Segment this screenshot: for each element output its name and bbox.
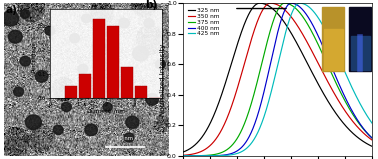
375 nm bbox=[332, 78, 336, 80]
350 nm bbox=[268, 2, 273, 4]
400 nm bbox=[181, 155, 185, 157]
Circle shape bbox=[82, 14, 91, 23]
425 nm bbox=[181, 155, 185, 157]
Circle shape bbox=[155, 60, 165, 69]
350 nm bbox=[200, 150, 204, 152]
Circle shape bbox=[146, 93, 158, 105]
400 nm bbox=[311, 25, 315, 27]
400 nm bbox=[328, 64, 333, 66]
425 nm bbox=[370, 123, 375, 124]
Text: 10 nm: 10 nm bbox=[116, 136, 133, 141]
325 nm bbox=[328, 105, 333, 107]
Circle shape bbox=[20, 56, 31, 66]
350 nm bbox=[181, 154, 185, 156]
375 nm bbox=[181, 155, 185, 157]
Circle shape bbox=[45, 26, 55, 35]
350 nm bbox=[264, 4, 268, 6]
325 nm bbox=[257, 2, 262, 4]
Y-axis label: Normalized Intensity: Normalized Intensity bbox=[160, 43, 166, 116]
Circle shape bbox=[62, 102, 71, 112]
425 nm bbox=[311, 10, 315, 12]
425 nm bbox=[332, 47, 336, 49]
Circle shape bbox=[103, 103, 112, 111]
425 nm bbox=[200, 155, 204, 157]
Circle shape bbox=[93, 40, 105, 52]
Circle shape bbox=[14, 87, 23, 96]
Circle shape bbox=[53, 125, 63, 135]
Legend: 325 nm, 350 nm, 375 nm, 400 nm, 425 nm: 325 nm, 350 nm, 375 nm, 400 nm, 425 nm bbox=[187, 8, 220, 37]
325 nm bbox=[181, 151, 185, 153]
325 nm bbox=[311, 73, 315, 75]
Circle shape bbox=[36, 71, 48, 82]
Line: 325 nm: 325 nm bbox=[183, 3, 372, 152]
375 nm bbox=[311, 33, 315, 35]
375 nm bbox=[257, 72, 262, 74]
375 nm bbox=[370, 137, 375, 139]
Circle shape bbox=[78, 64, 88, 73]
Circle shape bbox=[119, 18, 129, 28]
325 nm bbox=[332, 110, 336, 112]
350 nm bbox=[328, 86, 333, 88]
Circle shape bbox=[85, 124, 98, 136]
Line: 375 nm: 375 nm bbox=[183, 3, 372, 156]
400 nm bbox=[289, 2, 293, 4]
Line: 400 nm: 400 nm bbox=[183, 3, 372, 156]
375 nm bbox=[264, 45, 268, 46]
Line: 425 nm: 425 nm bbox=[183, 3, 372, 156]
400 nm bbox=[264, 81, 268, 83]
325 nm bbox=[264, 4, 269, 6]
375 nm bbox=[328, 71, 333, 73]
Circle shape bbox=[8, 30, 22, 43]
Line: 350 nm: 350 nm bbox=[183, 3, 372, 155]
325 nm bbox=[200, 136, 204, 138]
Circle shape bbox=[124, 133, 134, 142]
Circle shape bbox=[20, 10, 30, 18]
Circle shape bbox=[111, 80, 121, 89]
Circle shape bbox=[70, 34, 80, 43]
350 nm bbox=[311, 52, 315, 54]
425 nm bbox=[264, 109, 268, 111]
Circle shape bbox=[126, 116, 139, 128]
425 nm bbox=[257, 128, 262, 130]
350 nm bbox=[370, 139, 375, 141]
400 nm bbox=[257, 108, 262, 110]
Text: a): a) bbox=[5, 5, 17, 15]
425 nm bbox=[297, 2, 302, 4]
Circle shape bbox=[2, 11, 19, 26]
Circle shape bbox=[133, 46, 149, 61]
400 nm bbox=[332, 72, 336, 74]
325 nm bbox=[257, 2, 262, 4]
Text: b): b) bbox=[145, 0, 157, 10]
325 nm bbox=[370, 145, 375, 147]
350 nm bbox=[257, 15, 262, 17]
Circle shape bbox=[26, 115, 41, 130]
Circle shape bbox=[144, 18, 154, 28]
350 nm bbox=[332, 92, 336, 94]
425 nm bbox=[328, 40, 333, 42]
375 nm bbox=[282, 2, 287, 4]
400 nm bbox=[200, 155, 204, 157]
400 nm bbox=[370, 137, 375, 139]
375 nm bbox=[200, 155, 204, 157]
